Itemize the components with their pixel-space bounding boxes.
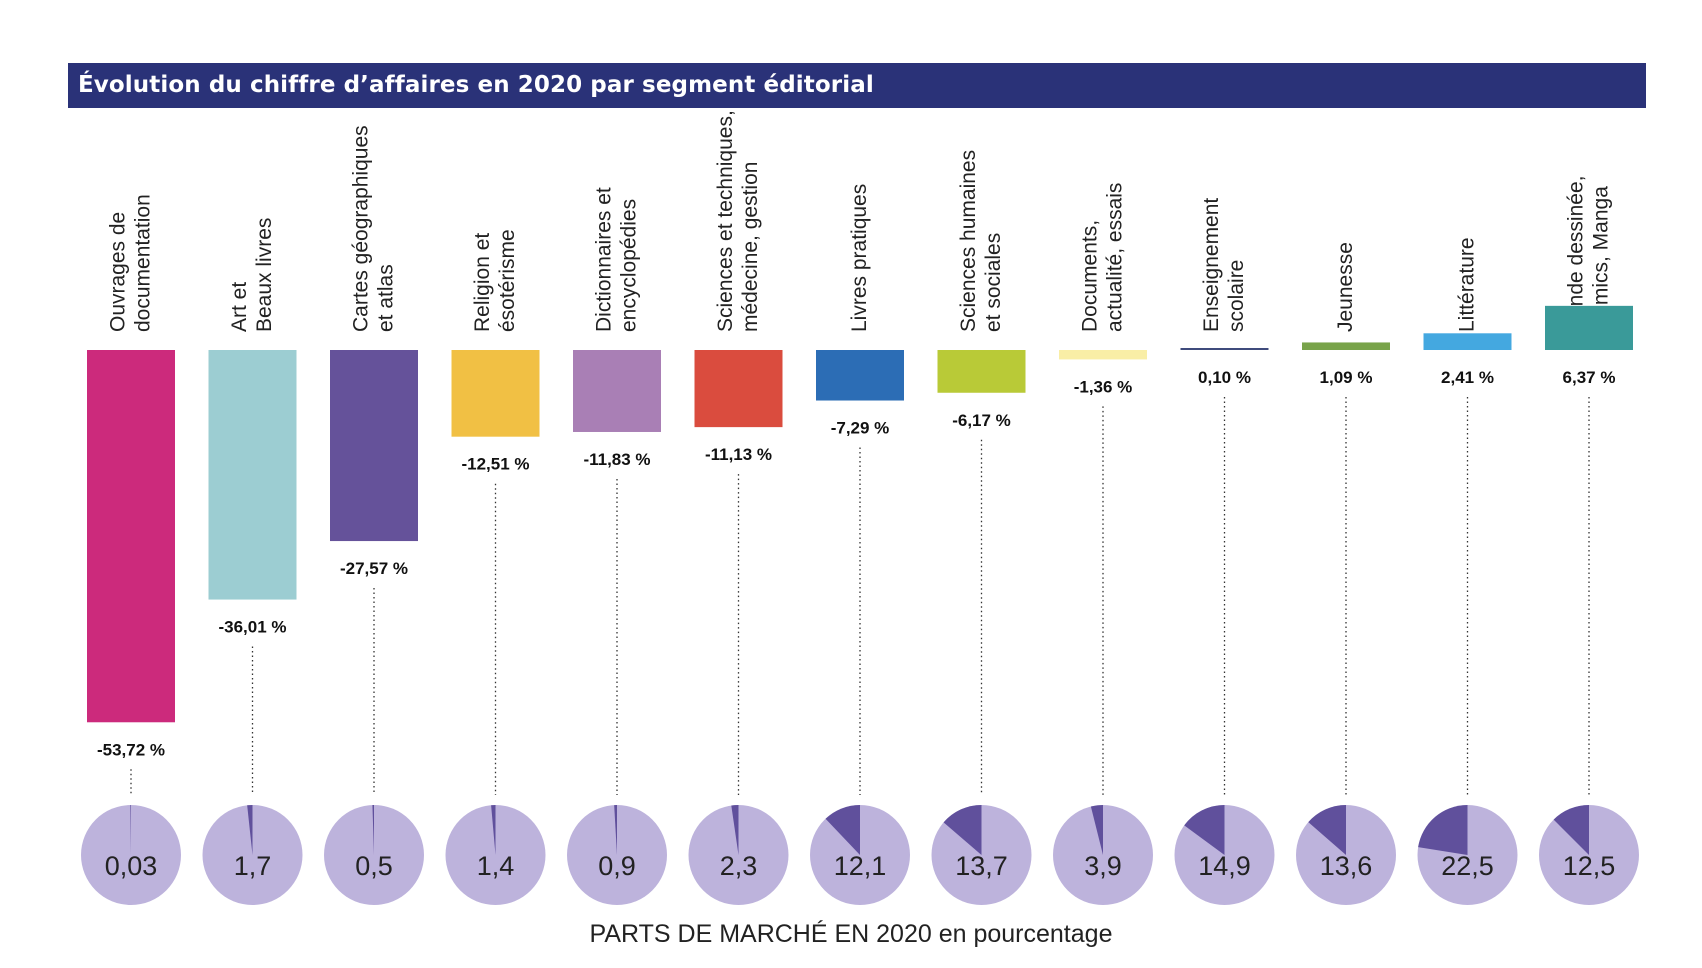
- market-share-slice: [825, 805, 860, 855]
- data-label: 2,41 %: [1441, 368, 1494, 387]
- market-share-slice: [372, 805, 374, 855]
- data-label: -12,51 %: [461, 455, 529, 474]
- category-label: Sciences et techniques,: [714, 110, 737, 332]
- category-label: actualité, essais: [1104, 183, 1127, 332]
- bar: [451, 350, 540, 437]
- category-label: Dictionnaires et: [593, 187, 616, 332]
- bar: [1423, 333, 1512, 350]
- category-label: Sciences humaines: [957, 150, 980, 332]
- bar: [330, 350, 418, 542]
- data-label: 0,10 %: [1198, 368, 1251, 387]
- category-label: Beaux livres: [253, 218, 276, 332]
- market-share-slice: [1308, 805, 1346, 855]
- market-share-label: 14,9: [1198, 851, 1251, 881]
- market-share-label: 0,5: [355, 851, 393, 881]
- data-label: 6,37 %: [1563, 368, 1616, 387]
- category-label: scolaire: [1225, 260, 1248, 332]
- data-label: -27,57 %: [340, 559, 408, 578]
- category-label: Bande dessinée,: [1565, 176, 1588, 332]
- market-share-label: 12,1: [834, 851, 887, 881]
- market-share-caption: PARTS DE MARCHÉ EN 2020 en pourcentage: [589, 920, 1113, 948]
- data-label: -1,36 %: [1074, 377, 1133, 396]
- category-label: documentation: [132, 194, 155, 332]
- category-label: ésotérisme: [496, 229, 519, 332]
- data-label: -11,83 %: [583, 450, 650, 469]
- category-label: Jeunesse: [1334, 242, 1357, 332]
- chart-title: Évolution du chiffre d’affaires en 2020 …: [78, 72, 874, 98]
- bar: [937, 350, 1026, 393]
- category-label: Art et: [228, 282, 251, 332]
- market-share-slice: [1418, 805, 1468, 855]
- category-label: Documents,: [1079, 220, 1102, 332]
- data-label: -53,72 %: [97, 740, 165, 759]
- market-share-label: 13,6: [1320, 851, 1373, 881]
- data-label: -36,01 %: [218, 618, 286, 637]
- market-share-slice: [943, 805, 982, 855]
- market-share-slice: [1553, 805, 1589, 855]
- data-label: -11,13 %: [705, 445, 772, 464]
- category-label: Littérature: [1456, 237, 1479, 332]
- bar: [1302, 342, 1390, 350]
- category-label: Religion et: [471, 233, 494, 332]
- bar: [816, 350, 904, 401]
- bar: [1059, 350, 1147, 360]
- market-share-label: 0,9: [598, 851, 636, 881]
- category-label: encyclopédies: [618, 199, 641, 332]
- category-label: Cartes géographiques: [350, 125, 373, 332]
- market-share-label: 2,3: [720, 851, 758, 881]
- bar: [1180, 348, 1269, 350]
- market-share-slice: [1090, 805, 1103, 855]
- market-share-label: 1,4: [477, 851, 515, 881]
- category-label: et sociales: [982, 233, 1005, 332]
- market-share-slice: [1184, 805, 1225, 855]
- bar: [87, 350, 175, 723]
- market-share-slice: [614, 805, 617, 855]
- market-share-slice: [731, 805, 739, 855]
- market-share-label: 12,5: [1563, 851, 1616, 881]
- market-share-label: 22,5: [1441, 851, 1494, 881]
- category-label: Comics, Manga: [1590, 186, 1613, 332]
- bar: [208, 350, 297, 600]
- market-share-slice: [247, 805, 253, 855]
- category-label: Ouvrages de: [107, 212, 130, 332]
- market-share-label: 3,9: [1084, 851, 1122, 881]
- category-label: Enseignement: [1200, 198, 1223, 332]
- market-share-slice: [491, 805, 496, 855]
- category-label: et atlas: [375, 264, 398, 332]
- bar: [573, 350, 661, 432]
- chart-title-bar: Évolution du chiffre d’affaires en 2020 …: [68, 63, 1646, 108]
- market-share-slice: [130, 805, 131, 855]
- data-label: 1,09 %: [1320, 368, 1373, 387]
- category-label: médecine, gestion: [739, 162, 762, 332]
- market-share-label: 1,7: [234, 851, 272, 881]
- bar: [694, 350, 783, 428]
- data-label: -7,29 %: [831, 419, 890, 438]
- market-share-label: 13,7: [955, 851, 1008, 881]
- data-label: -6,17 %: [952, 411, 1011, 430]
- market-share-label: 0,03: [105, 851, 158, 881]
- bar: [1545, 305, 1633, 350]
- category-label: Livres pratiques: [848, 184, 871, 332]
